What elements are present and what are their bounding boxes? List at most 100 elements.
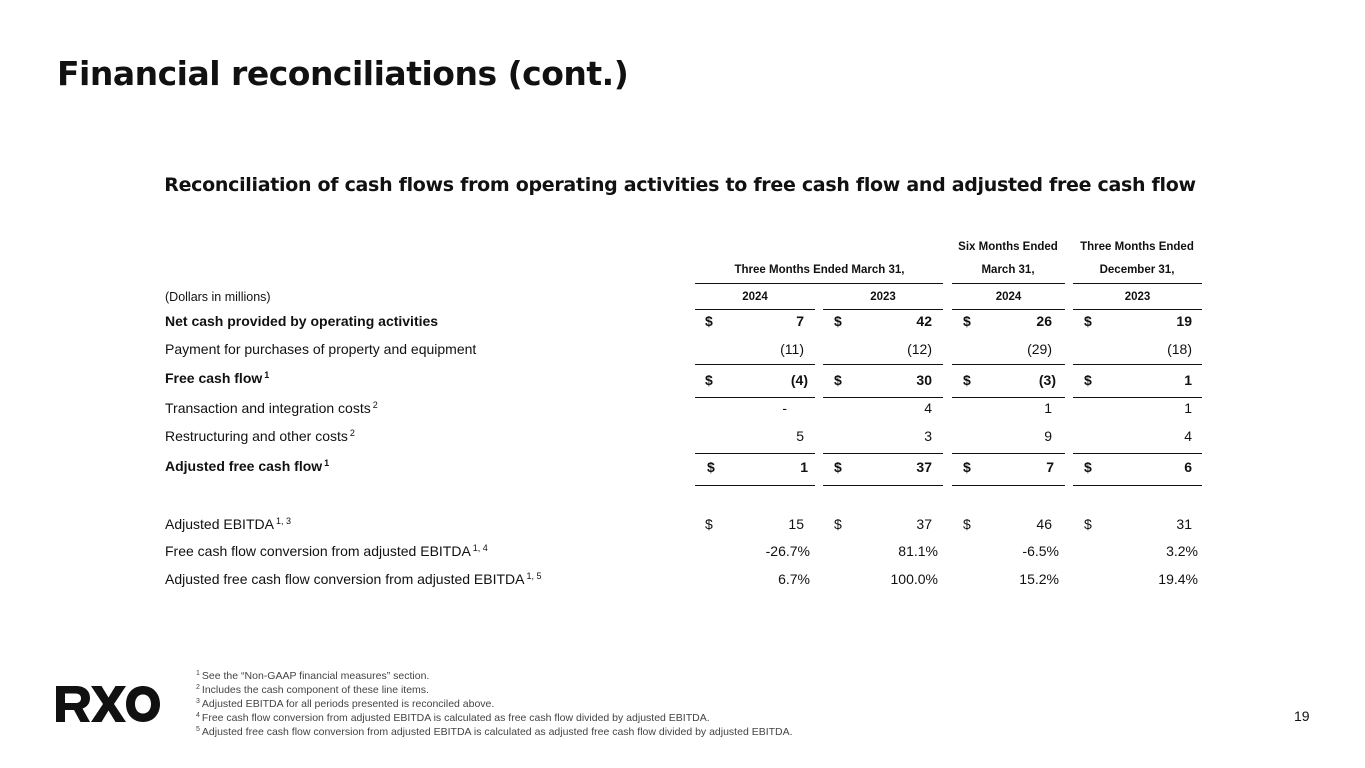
table-cell: 42 bbox=[916, 313, 932, 329]
subtotal-rule bbox=[823, 364, 943, 365]
subtotal-rule bbox=[952, 364, 1065, 365]
table-cell: 9 bbox=[1044, 428, 1052, 444]
table-cell: 100.0% bbox=[890, 571, 938, 587]
subtotal-rule bbox=[952, 453, 1065, 454]
header-six-months-line1: Six Months Ended bbox=[958, 241, 1058, 253]
footnote-marker: 1 bbox=[264, 370, 270, 380]
year-header: 2023 bbox=[1124, 291, 1151, 303]
table-cell: 7 bbox=[1046, 459, 1054, 475]
table-cell: 31 bbox=[1176, 516, 1192, 532]
year-header: 2024 bbox=[995, 291, 1022, 303]
footnote-marker: 2 bbox=[349, 428, 355, 438]
currency-symbol: $ bbox=[963, 372, 971, 388]
footnote-marker: 2 bbox=[372, 400, 378, 410]
row-label-free-cash-flow: Free cash flow 1 bbox=[165, 370, 270, 386]
footnote-marker: 1 bbox=[324, 458, 330, 468]
table-cell: 1 bbox=[1184, 372, 1192, 388]
currency-symbol: $ bbox=[1084, 313, 1092, 329]
table-cell: 3 bbox=[924, 428, 932, 444]
currency-symbol: $ bbox=[834, 313, 842, 329]
table-cell: 19.4% bbox=[1158, 571, 1198, 587]
table-title: Reconciliation of cash flows from operat… bbox=[164, 174, 1196, 196]
row-label-fcf-conversion: Free cash flow conversion from adjusted … bbox=[165, 543, 488, 559]
header-rule bbox=[952, 283, 1065, 284]
total-rule bbox=[823, 397, 943, 398]
currency-symbol: $ bbox=[705, 313, 713, 329]
table-cell: 30 bbox=[916, 372, 932, 388]
total-rule bbox=[695, 397, 815, 398]
rxo-logo bbox=[56, 686, 160, 727]
footnote-marker: 1, 5 bbox=[526, 571, 542, 581]
row-label-capex: Payment for purchases of property and eq… bbox=[165, 341, 477, 357]
total-rule bbox=[1073, 397, 1202, 398]
currency-symbol: $ bbox=[834, 516, 842, 532]
table-cell: 1 bbox=[800, 459, 808, 475]
page-title: Financial reconciliations (cont.) bbox=[57, 54, 629, 93]
table-cell: 37 bbox=[916, 459, 932, 475]
footnotes: 1 See the “Non-GAAP financial measures” s… bbox=[196, 670, 793, 740]
currency-symbol: $ bbox=[963, 459, 971, 475]
year-rule bbox=[695, 309, 815, 310]
currency-symbol: $ bbox=[963, 313, 971, 329]
table-cell: 15 bbox=[788, 516, 804, 532]
currency-symbol: $ bbox=[834, 372, 842, 388]
total-rule bbox=[952, 485, 1065, 486]
table-cell: 46 bbox=[1036, 516, 1052, 532]
table-cell: 6 bbox=[1184, 459, 1192, 475]
table-cell: (4) bbox=[790, 372, 808, 388]
table-cell: - bbox=[782, 400, 787, 416]
table-cell: 15.2% bbox=[1019, 571, 1059, 587]
currency-symbol: $ bbox=[1084, 516, 1092, 532]
table-cell: 1 bbox=[1184, 400, 1192, 416]
table-cell: -6.5% bbox=[1022, 543, 1059, 559]
footnote: 2 Includes the cash component of these li… bbox=[196, 684, 429, 696]
table-cell: 19 bbox=[1176, 313, 1192, 329]
table-cell: (11) bbox=[780, 341, 804, 357]
subtotal-rule bbox=[1073, 364, 1202, 365]
currency-symbol: $ bbox=[1084, 372, 1092, 388]
currency-symbol: $ bbox=[834, 459, 842, 475]
row-label-restructuring-costs: Restructuring and other costs 2 bbox=[165, 428, 355, 444]
year-rule bbox=[952, 309, 1065, 310]
footnote: 1 See the “Non-GAAP financial measures” s… bbox=[196, 670, 430, 682]
total-rule bbox=[823, 485, 943, 486]
page-number: 19 bbox=[1294, 708, 1310, 724]
total-rule bbox=[1073, 485, 1202, 486]
table-cell: 4 bbox=[924, 400, 932, 416]
row-label-adjusted-free-cash-flow: Adjusted free cash flow 1 bbox=[165, 458, 330, 474]
units-label: (Dollars in millions) bbox=[165, 290, 271, 304]
table-cell: (18) bbox=[1167, 341, 1192, 357]
header-rule bbox=[1073, 283, 1202, 284]
table-cell: 1 bbox=[1044, 400, 1052, 416]
header-three-months-dec-line2: December 31, bbox=[1099, 264, 1175, 276]
year-rule bbox=[823, 309, 943, 310]
subtotal-rule bbox=[695, 453, 815, 454]
footnote: 3 Adjusted EBITDA for all periods present… bbox=[196, 698, 495, 710]
currency-symbol: $ bbox=[705, 516, 713, 532]
table-cell: 5 bbox=[796, 428, 804, 444]
footnote-marker: 1, 4 bbox=[472, 543, 488, 553]
row-label-adjusted-ebitda: Adjusted EBITDA 1, 3 bbox=[165, 516, 291, 532]
table-cell: 4 bbox=[1184, 428, 1192, 444]
year-header: 2024 bbox=[742, 291, 768, 303]
currency-symbol: $ bbox=[1084, 459, 1092, 475]
subtotal-rule bbox=[1073, 453, 1202, 454]
row-label-adjusted-fcf-conversion: Adjusted free cash flow conversion from … bbox=[165, 571, 542, 587]
total-rule bbox=[695, 485, 815, 486]
subtotal-rule bbox=[823, 453, 943, 454]
header-rule bbox=[695, 283, 943, 284]
header-six-months-line2: March 31, bbox=[981, 264, 1035, 276]
footnote-marker: 1, 3 bbox=[275, 516, 291, 526]
currency-symbol: $ bbox=[707, 459, 715, 475]
currency-symbol: $ bbox=[705, 372, 713, 388]
table-cell: 6.7% bbox=[778, 571, 810, 587]
row-label-net-cash: Net cash provided by operating activitie… bbox=[165, 313, 439, 329]
row-label-transaction-costs: Transaction and integration costs 2 bbox=[165, 400, 378, 416]
total-rule bbox=[952, 397, 1065, 398]
table-cell: (3) bbox=[1038, 372, 1056, 388]
subtotal-rule bbox=[695, 364, 815, 365]
year-header: 2023 bbox=[870, 291, 896, 303]
header-three-months-dec-line1: Three Months Ended bbox=[1080, 241, 1194, 253]
header-three-months: Three Months Ended March 31, bbox=[734, 264, 905, 276]
table-cell: 3.2% bbox=[1166, 543, 1198, 559]
